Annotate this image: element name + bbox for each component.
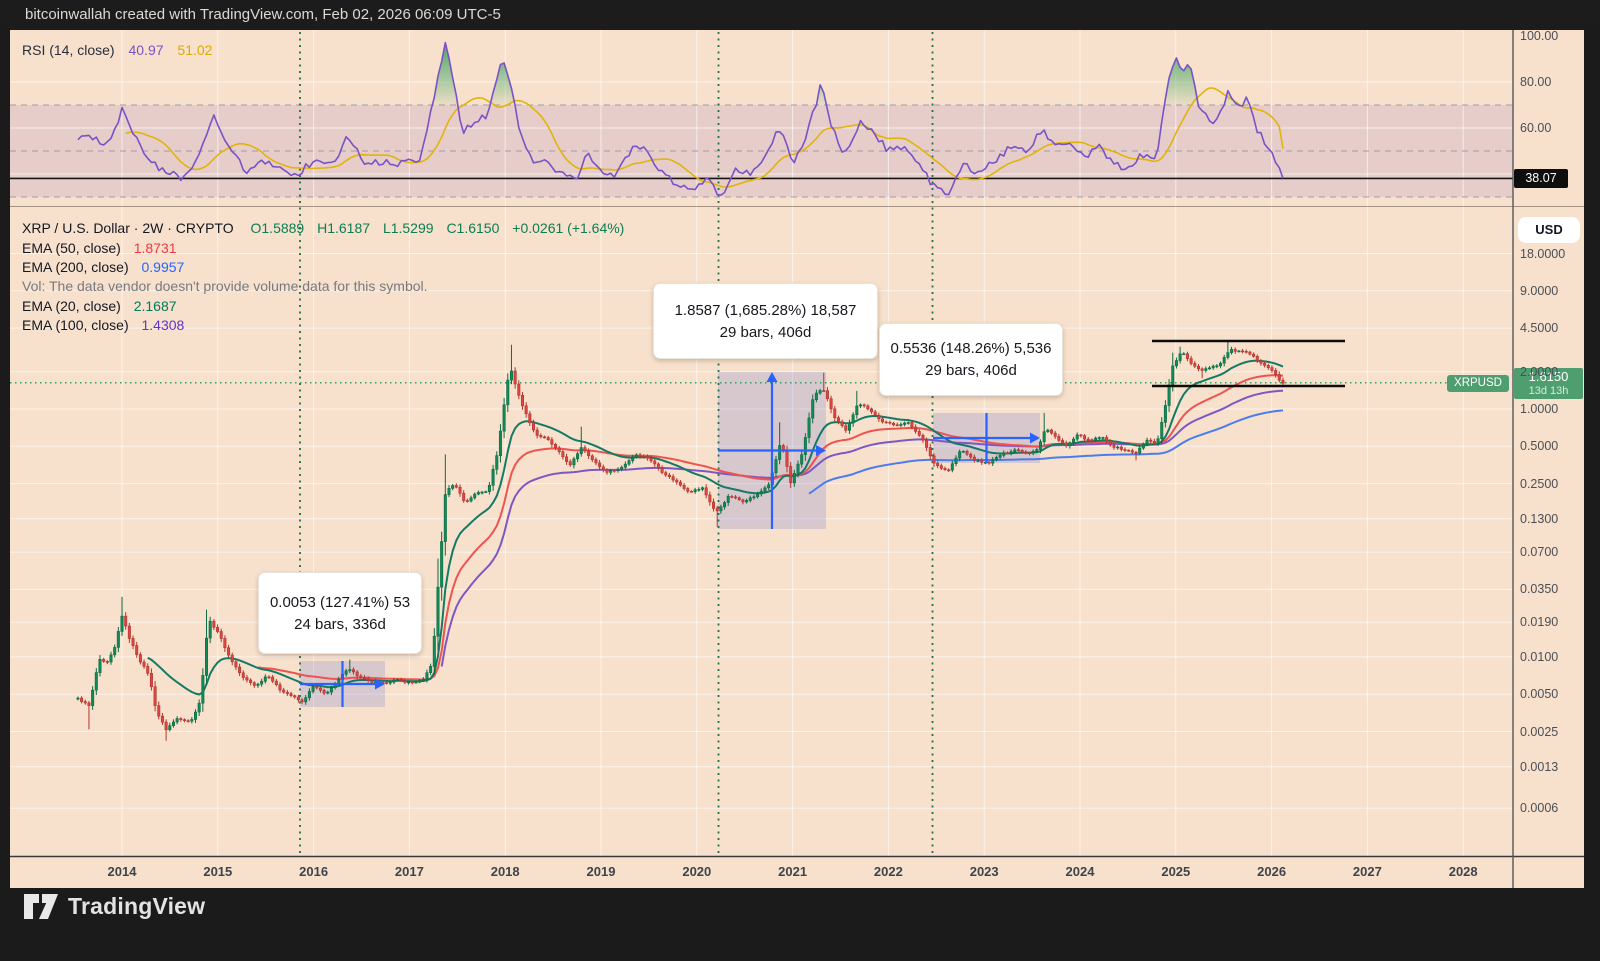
- measure-card-2022[interactable]: 0.5536 (148.26%) 5,536 29 bars, 406d: [879, 323, 1063, 396]
- ema200-value: 0.9957: [141, 258, 185, 275]
- measure-card-line2: 29 bars, 406d: [719, 323, 812, 341]
- measure-card-2016[interactable]: 0.0053 (127.41%) 53 24 bars, 336d: [258, 572, 422, 654]
- price-scale-label: 0.0013: [1520, 759, 1559, 774]
- symbol-legend-row[interactable]: XRP / U.S. Dollar · 2W · CRYPTO O1.5889 …: [22, 220, 633, 236]
- time-axis-year-label: 2014: [107, 864, 137, 879]
- measure-card-2020[interactable]: 1.8587 (1,685.28%) 18,587 29 bars, 406d: [653, 283, 878, 359]
- price-scale-label: 0.2500: [1520, 476, 1559, 491]
- price-scale-label: 0.0050: [1520, 687, 1559, 702]
- rsi-last-value-badge: 38.07: [1514, 169, 1568, 188]
- bar-countdown: 13d 13h: [1528, 385, 1569, 397]
- symbol-price-label: XRPUSD: [1447, 375, 1509, 392]
- price-scale-label: 0.0190: [1520, 615, 1559, 630]
- ohlc-open: O1.5889: [250, 220, 305, 236]
- ema200-label: EMA (200, close): [22, 258, 129, 275]
- time-axis-year-label: 2017: [394, 864, 424, 879]
- rsi-legend-label: RSI (14, close): [22, 42, 115, 58]
- price-scale-label: 0.1300: [1520, 511, 1559, 526]
- volume-note-row[interactable]: Vol: The data vendor doesn't provide vol…: [22, 278, 437, 294]
- ohlc-high: H1.6187: [317, 220, 371, 236]
- tradingview-logo-text: TradingView: [68, 893, 206, 919]
- time-axis-year-label: 2016: [299, 864, 329, 879]
- rsi-signal-value: 51.02: [177, 42, 213, 58]
- ema20-label: EMA (20, close): [22, 297, 121, 314]
- price-scale-label: 1.0000: [1520, 402, 1559, 416]
- ema50-label: EMA (50, close): [22, 239, 121, 256]
- ema100-label: EMA (100, close): [22, 317, 129, 333]
- last-price-badge: 1.6150 13d 13h: [1514, 368, 1583, 399]
- ohlc-close: C1.6150: [446, 220, 500, 236]
- time-axis-year-label: 2028: [1448, 864, 1478, 879]
- currency-toggle-button[interactable]: USD: [1518, 217, 1580, 243]
- price-scale-label: 18.0000: [1520, 246, 1566, 261]
- measure-card-line2: 29 bars, 406d: [925, 362, 1017, 379]
- attribution-text: bitcoinwallah created with TradingView.c…: [25, 6, 501, 23]
- price-scale-label: 4.5000: [1520, 321, 1559, 336]
- ema50-value: 1.8731: [133, 239, 177, 256]
- ema200-legend-row[interactable]: EMA (200, close) 0.9957: [22, 259, 193, 275]
- ema100-legend-row[interactable]: EMA (100, close) 1.4308: [22, 317, 193, 333]
- price-scale-label: 0.0025: [1520, 724, 1559, 739]
- ema50-legend-row[interactable]: EMA (50, close) 1.8731: [22, 240, 186, 256]
- ohlc-change: +0.0261 (+1.64%): [512, 220, 625, 236]
- measure-card-line1: 1.8587 (1,685.28%) 18,587: [674, 301, 857, 319]
- tradingview-logo[interactable]: TradingView: [24, 893, 205, 920]
- measure-card-line2: 24 bars, 336d: [294, 615, 386, 633]
- time-axis-year-label: 2022: [873, 864, 903, 879]
- price-scale-label: 2.0000: [1520, 364, 1559, 379]
- attribution-bar: bitcoinwallah created with TradingView.c…: [0, 0, 1600, 30]
- price-scale-label: 0.0006: [1520, 801, 1559, 816]
- rsi-scale-label: 60.00: [1520, 121, 1552, 135]
- measure-card-line1: 0.0053 (127.41%) 53: [269, 593, 411, 611]
- price-scale-label: 0.5000: [1520, 439, 1559, 454]
- tradingview-logo-icon: [24, 894, 58, 919]
- rsi-legend[interactable]: RSI (14, close) 40.97 51.02: [22, 42, 222, 58]
- price-scale-label: 9.0000: [1520, 283, 1559, 298]
- rsi-value: 40.97: [128, 42, 164, 58]
- time-axis-year-label: 2018: [490, 864, 520, 879]
- last-price: 1.6150: [1528, 369, 1569, 384]
- time-axis-year-label: 2015: [203, 864, 233, 879]
- time-axis-year-label: 2027: [1352, 864, 1382, 879]
- measure-card-line1: 0.5536 (148.26%) 5,536: [890, 340, 1052, 357]
- rsi-scale-label: 100.00: [1520, 29, 1559, 43]
- time-axis-year-label: 2023: [969, 864, 999, 879]
- time-axis-year-label: 2025: [1161, 864, 1191, 879]
- time-axis-year-label: 2021: [778, 864, 808, 879]
- ema20-legend-row[interactable]: EMA (20, close) 2.1687: [22, 298, 186, 314]
- time-axis-year-label: 2024: [1065, 864, 1095, 879]
- price-scale-label: 0.0700: [1520, 545, 1559, 560]
- price-scale-label: 0.0350: [1520, 582, 1559, 597]
- ohlc-low: L1.5299: [382, 220, 434, 236]
- time-axis-year-label: 2026: [1257, 864, 1287, 879]
- ema100-value: 1.4308: [141, 317, 185, 333]
- time-axis-year-label: 2020: [682, 864, 712, 879]
- rsi-scale-label: 80.00: [1520, 75, 1552, 89]
- time-axis-year-label: 2019: [586, 864, 616, 879]
- ema20-value: 2.1687: [133, 297, 177, 314]
- symbol-title: XRP / U.S. Dollar · 2W · CRYPTO: [22, 220, 234, 236]
- volume-note: Vol: The data vendor doesn't provide vol…: [22, 278, 428, 294]
- price-scale-label: 0.0100: [1520, 649, 1559, 664]
